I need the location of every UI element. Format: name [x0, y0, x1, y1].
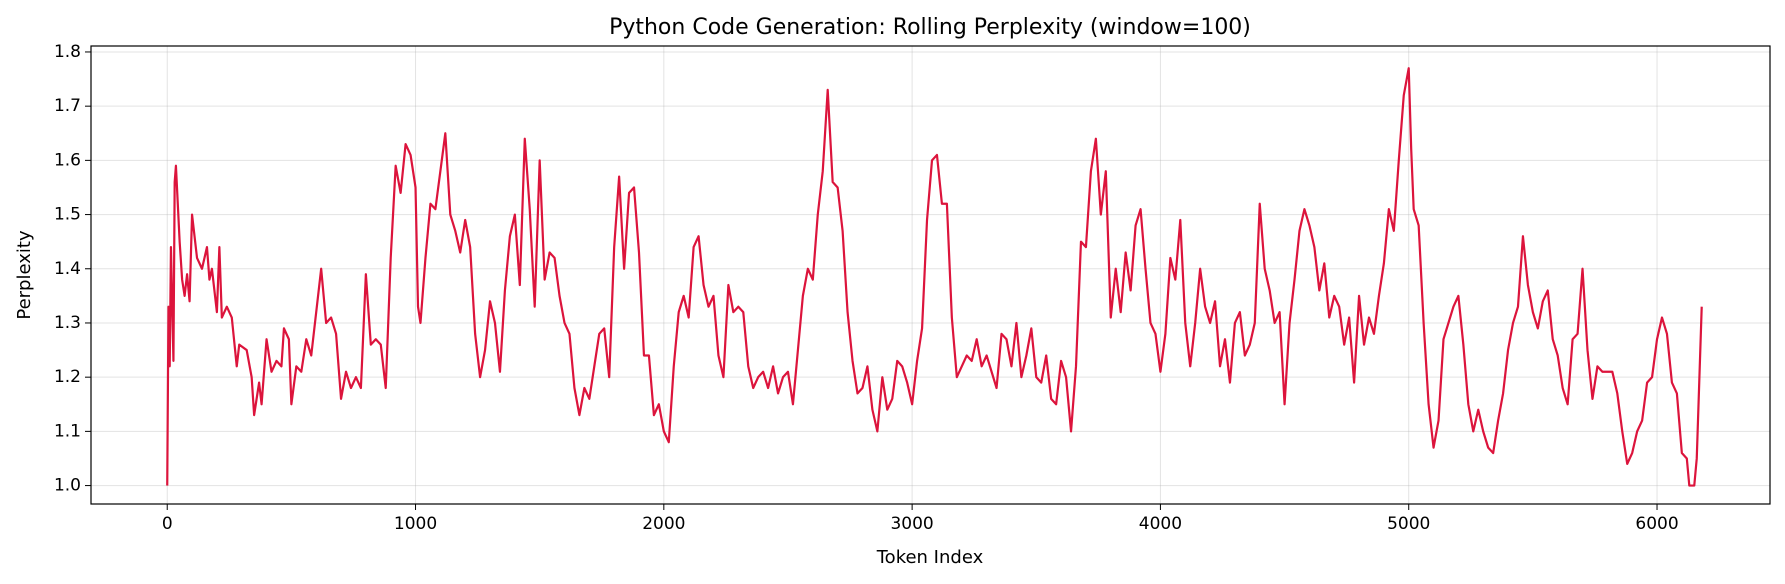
- x-axis-label: Token Index: [876, 547, 984, 568]
- x-tick-label: 1000: [394, 514, 437, 534]
- line-series: [166, 67, 1703, 487]
- y-axis-label: Perplexity: [14, 230, 35, 320]
- x-tick-label: 2000: [642, 514, 685, 534]
- plot-frame: [90, 45, 1771, 505]
- y-tick-label: 1.6: [54, 150, 81, 170]
- y-tick-label: 1.3: [54, 313, 81, 333]
- y-tick-label: 1.7: [54, 96, 81, 116]
- chart-title: Python Code Generation: Rolling Perplexi…: [609, 15, 1251, 40]
- y-tick-label: 1.5: [54, 205, 81, 225]
- y-tick-label: 1.1: [54, 421, 81, 441]
- y-tick-label: 1.0: [54, 476, 81, 496]
- x-tick-label: 4000: [1139, 514, 1182, 534]
- y-tick-label: 1.2: [54, 367, 81, 387]
- y-tick-label: 1.4: [54, 259, 81, 279]
- x-tick-label: 0: [162, 514, 173, 534]
- x-tick-label: 6000: [1635, 514, 1678, 534]
- x-tick-label: 5000: [1387, 514, 1430, 534]
- x-tick-label: 3000: [890, 514, 933, 534]
- y-tick-label: 1.8: [54, 42, 81, 62]
